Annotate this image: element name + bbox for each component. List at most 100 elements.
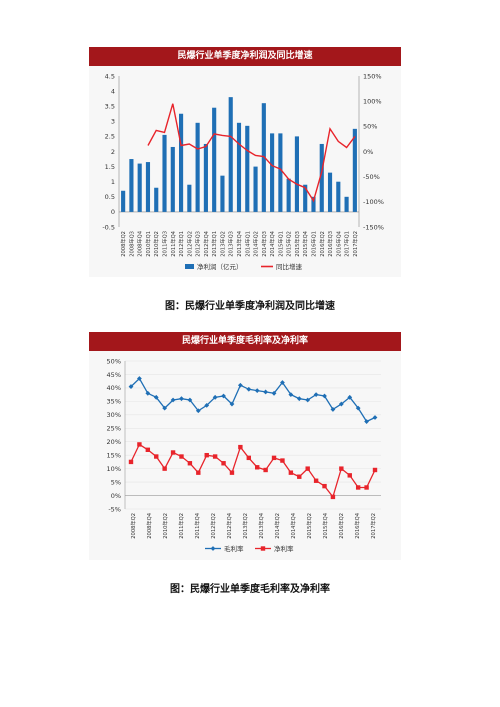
growth-series-line	[147, 103, 356, 203]
x-tick-label: 2014年Q1	[243, 231, 251, 257]
net-margin-point	[372, 467, 378, 473]
x-tick-label: 2015年Q4	[301, 230, 309, 256]
x-tick-label: 2014年Q2	[273, 513, 281, 539]
bar	[228, 97, 233, 212]
gross-margin-point	[195, 408, 201, 414]
gross-margin-point	[338, 401, 344, 407]
net-margin-point	[255, 465, 260, 470]
net-margin-point	[288, 470, 294, 475]
x-tick-label: 2008年Q3	[127, 231, 135, 257]
x-tick-label: 2015年Q4	[321, 512, 329, 538]
x-tick-label: 2012年Q1	[177, 231, 185, 257]
x-tick-label: 2008年Q2	[119, 231, 127, 257]
legend-label-bar: 净利润（亿元）	[197, 262, 243, 271]
y-right-tick-label: -150%	[363, 223, 384, 231]
x-tick-label: 2014年Q3	[260, 231, 268, 257]
bar	[303, 184, 308, 212]
net-margin-point	[305, 466, 310, 471]
x-tick-label: 2016年Q3	[326, 231, 334, 257]
x-tick-label: 2010年Q2	[152, 231, 160, 257]
x-tick-label: 2013年Q4	[257, 512, 265, 538]
bar	[344, 196, 349, 212]
gross-margin-point	[288, 392, 294, 398]
net-margin-point	[238, 444, 243, 450]
x-tick-label: 2013年Q4	[235, 230, 243, 256]
bar	[137, 163, 142, 212]
chart-1-svg: -0.5 0 0.5 1 1.5 2 2.5 3 3.5 4 4.5 -150% -100% -50% 0%…	[102, 72, 384, 271]
x-tick-label: 2013年Q2	[241, 513, 249, 539]
y-tick-label: 0%	[111, 492, 121, 500]
net-margin-point	[229, 470, 235, 475]
legend-swatch-bar	[185, 264, 194, 269]
chart-2-title: 民爆行业单季度毛利率及净利率	[89, 332, 401, 351]
x-tick-label: 2017年Q2	[369, 513, 377, 539]
bar	[278, 133, 283, 212]
y-left-tick-label: 3	[111, 118, 115, 126]
bar	[253, 166, 258, 212]
x-tick-label: 2008年Q4	[136, 230, 144, 256]
bar	[145, 162, 151, 212]
y-tick-label: 5%	[111, 478, 121, 486]
net-margin-point	[179, 454, 184, 459]
chart-panel-2: 民爆行业单季度毛利率及净利率 -5% 0% 5% 10% 15% 20% 25% 30% 35%…	[89, 332, 401, 560]
x-tick-label: 2011年Q4	[193, 512, 201, 538]
y-tick-label: 40%	[107, 384, 121, 392]
bar	[121, 190, 126, 212]
chart-2-caption: 图：民爆行业单季度毛利率及净利率	[170, 584, 330, 595]
gross-margin-point	[330, 407, 336, 412]
bar	[236, 122, 242, 212]
bar	[336, 181, 341, 212]
net-margin-point	[221, 461, 226, 466]
net-margin-point	[364, 485, 369, 490]
x-tick-label: 2012年Q4	[225, 512, 233, 538]
bar	[129, 159, 134, 212]
net-margin-point	[212, 454, 218, 459]
gross-margin-point	[296, 396, 302, 402]
y-tick-label: 45%	[107, 371, 121, 379]
net-margin-point	[162, 466, 167, 471]
net-margin-point	[322, 483, 327, 489]
net-margin-point	[204, 452, 209, 458]
net-margin-point	[355, 485, 361, 490]
y-right-tick-label: -100%	[363, 198, 384, 206]
x-tick-label: 2014年Q4	[268, 230, 276, 256]
bar	[245, 125, 250, 212]
gross-margin-point	[322, 393, 327, 399]
gross-margin-point	[271, 390, 277, 396]
x-tick-label: 2016年Q2	[337, 513, 345, 539]
bar	[203, 143, 208, 212]
x-tick-label: 2015年Q2	[305, 513, 313, 539]
x-tick-label: 2008年Q2	[129, 513, 137, 539]
y-tick-label: 20%	[107, 438, 121, 446]
y-left-tick-label: 0.5	[105, 193, 115, 201]
net-margin-line	[130, 443, 376, 499]
y-left-tick-label: 1.5	[105, 163, 115, 171]
legend-marker-gross	[210, 546, 216, 551]
x-tick-label: 2016年Q4	[334, 230, 342, 256]
net-margin-point	[170, 450, 176, 455]
x-tick-label: 2011年Q4	[169, 230, 177, 256]
y-tick-label: 30%	[107, 411, 121, 419]
x-tick-label: 2016年Q1	[309, 231, 317, 257]
x-tick-label: 2011年Q3	[161, 231, 169, 257]
y-tick-label: 10%	[107, 465, 121, 473]
y-tick-label: 25%	[107, 425, 121, 433]
net-margin-point	[154, 454, 159, 459]
y-tick-label: 35%	[107, 398, 121, 406]
gross-margin-point	[305, 397, 311, 403]
x-tick-label: 2016年Q4	[353, 512, 361, 538]
bar	[352, 128, 357, 212]
gross-margin-point	[145, 390, 151, 396]
x-tick-label: 2010年Q2	[161, 513, 169, 539]
bar	[294, 136, 299, 212]
net-margin-point	[339, 466, 344, 471]
y-right-tick-label: 150%	[363, 72, 382, 80]
x-tick-label: 2016年Q2	[318, 231, 326, 257]
gross-margin-point	[204, 403, 210, 408]
y-left-tick-label: 1	[111, 178, 115, 186]
x-tick-label: 2011年Q2	[177, 513, 185, 539]
x-tick-label: 2014年Q4	[289, 512, 297, 538]
gross-margin-point	[179, 396, 184, 402]
y-left-tick-label: 4	[111, 87, 115, 95]
net-margin-point	[297, 474, 302, 479]
